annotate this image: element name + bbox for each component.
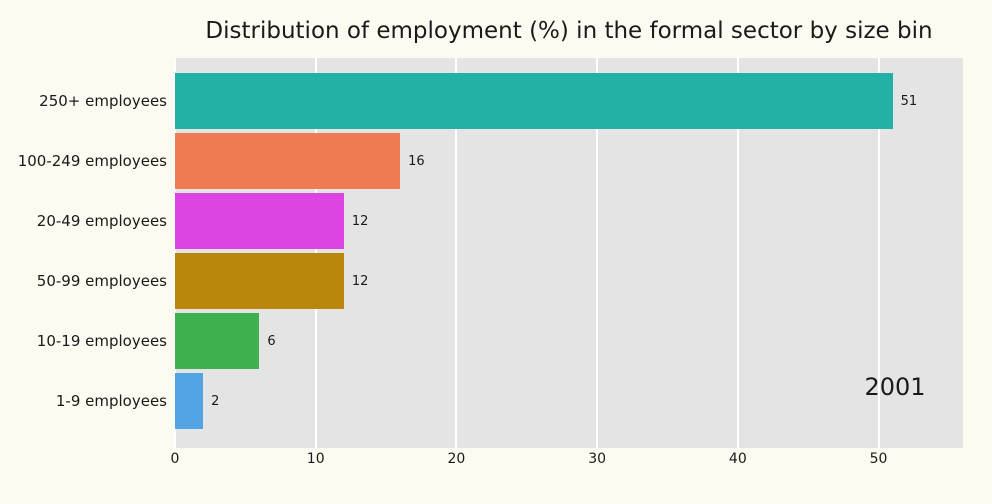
x-tick-label: 10: [306, 451, 325, 467]
gridline: [877, 58, 880, 448]
x-tick-label: 30: [588, 451, 607, 467]
plot-area: 51 16 12 12 6 2 2001: [174, 58, 963, 448]
bar-row: 6: [175, 313, 963, 369]
bar: [175, 133, 401, 189]
y-axis-label: 250+ employees: [39, 92, 167, 110]
bar: [175, 193, 344, 249]
y-axis-label: 50-99 employees: [36, 272, 167, 290]
bar-row: 2: [175, 373, 963, 429]
bar-value-label: 2: [211, 393, 220, 409]
bar-row: 16: [175, 133, 963, 189]
bar: [175, 73, 893, 129]
gridline: [736, 58, 739, 448]
bar-row: 12: [175, 253, 963, 309]
gridline: [596, 58, 599, 448]
bar: [175, 373, 204, 429]
bar: [175, 313, 260, 369]
y-axis-label: 10-19 employees: [36, 332, 167, 350]
bar-value-label: 16: [408, 153, 425, 169]
chart-title: Distribution of employment (%) in the fo…: [205, 18, 933, 44]
x-tick-label: 50: [869, 451, 888, 467]
year-annotation: 2001: [864, 373, 926, 401]
y-axis-label: 20-49 employees: [36, 212, 167, 230]
bar-value-label: 12: [351, 213, 369, 229]
y-axis-label: 1-9 employees: [55, 392, 167, 410]
x-tick-label: 40: [728, 451, 747, 467]
y-axis-label: 100-249 employees: [17, 152, 167, 170]
gridline: [455, 58, 458, 448]
bar-value-label: 6: [267, 333, 276, 349]
x-tick-label: 20: [447, 451, 466, 467]
bar-value-label: 51: [900, 93, 918, 109]
bar-value-label: 12: [351, 273, 369, 289]
bar-row: 51: [175, 73, 963, 129]
bar: [175, 253, 344, 309]
bar-row: 12: [175, 193, 963, 249]
x-tick-label: 0: [170, 451, 180, 467]
